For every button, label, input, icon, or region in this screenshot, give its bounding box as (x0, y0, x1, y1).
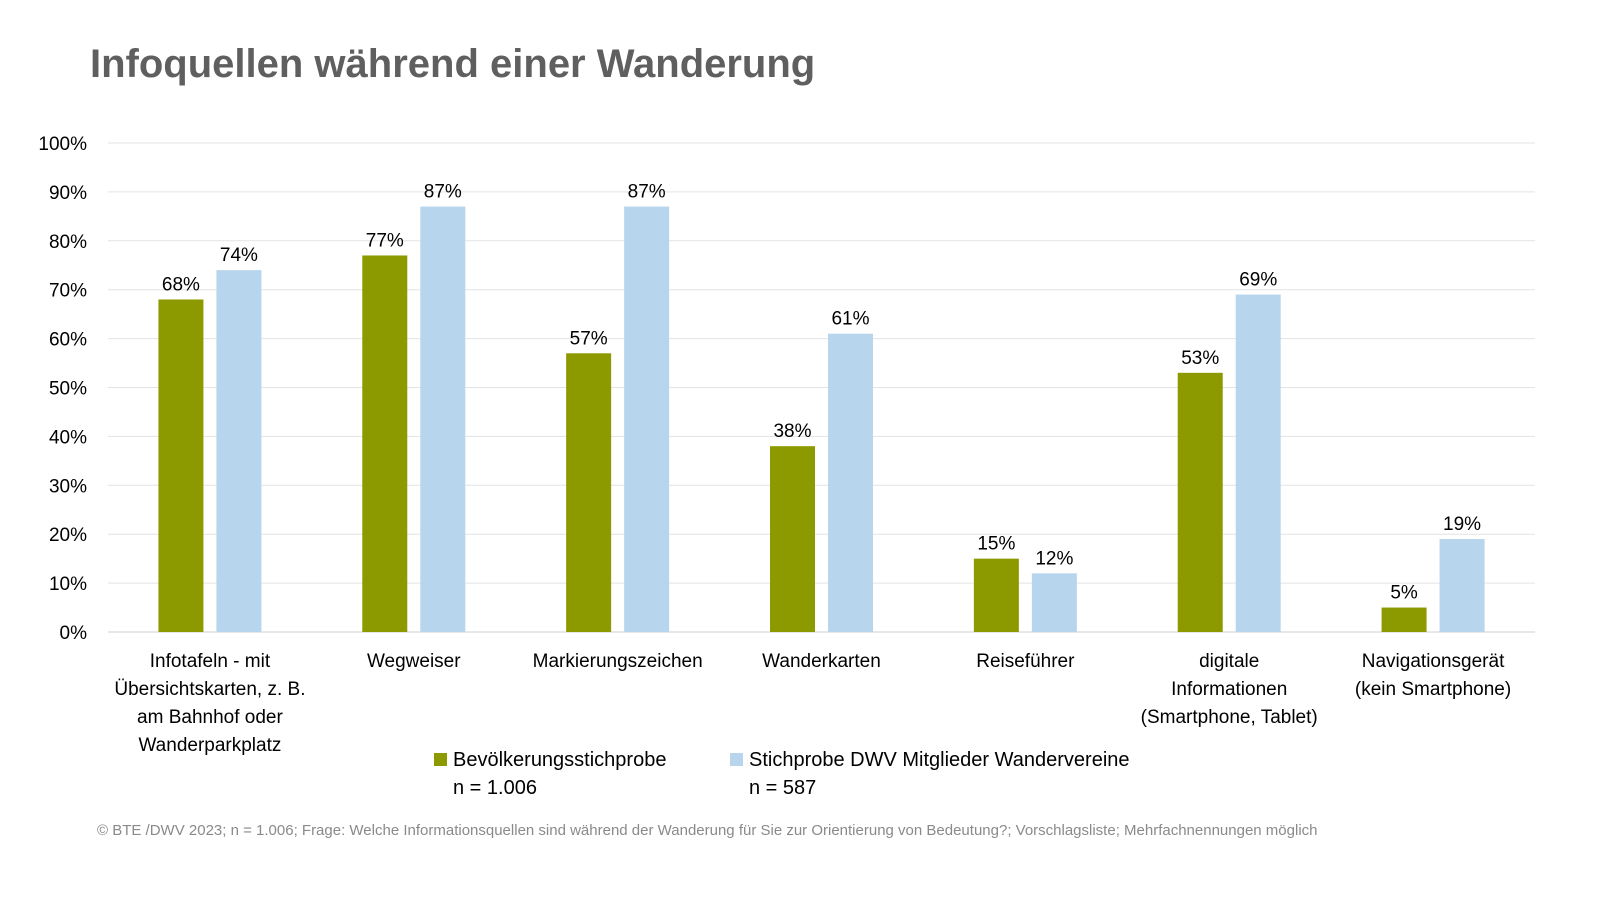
data-label: 69% (1239, 270, 1277, 291)
bar (158, 299, 204, 632)
bar (770, 446, 815, 632)
data-label: 19% (1443, 514, 1481, 535)
bar (566, 353, 612, 632)
bar (828, 333, 873, 632)
y-tick-label: 10% (49, 574, 87, 595)
data-label: 77% (366, 230, 404, 251)
legend-label: Stichprobe DWV Mitglieder Wandervereine (749, 749, 1130, 771)
data-label: 74% (220, 245, 258, 266)
y-tick-label: 50% (49, 379, 87, 400)
y-tick-label: 70% (49, 281, 87, 302)
data-label: 87% (424, 182, 462, 203)
legend-item-dwv: Stichprobe DWV Mitglieder Wandervereine … (730, 746, 1130, 802)
legend-item-population: Bevölkerungsstichprobe n = 1.006 (434, 746, 666, 802)
data-label: 57% (570, 328, 608, 349)
legend-swatch-green (434, 753, 447, 766)
y-tick-label: 30% (49, 476, 87, 497)
data-label: 12% (1035, 548, 1073, 569)
data-label: 61% (831, 309, 869, 330)
bar (1235, 294, 1281, 632)
x-category-label: Navigationsgerät (kein Smartphone) (1354, 651, 1512, 700)
bar (1381, 607, 1427, 632)
y-tick-label: 80% (49, 232, 87, 253)
y-tick-label: 40% (49, 427, 87, 448)
data-label: 53% (1181, 348, 1219, 369)
bar (973, 558, 1019, 632)
data-label: 5% (1390, 583, 1418, 604)
bar (216, 270, 262, 632)
x-category-label: Wanderkarten (762, 651, 881, 672)
y-tick-label: 100% (38, 134, 87, 155)
y-tick-label: 20% (49, 525, 87, 546)
x-category-label: Markierungszeichen (532, 651, 703, 672)
data-label: 87% (628, 182, 666, 203)
bar (1439, 539, 1485, 632)
x-category-label: Wegweiser (366, 651, 461, 672)
data-label: 68% (162, 274, 200, 295)
y-tick-label: 0% (60, 623, 88, 644)
chart-title: Infoquellen während einer Wanderung (90, 42, 816, 86)
bar (624, 206, 670, 632)
bar (362, 255, 408, 632)
x-category-label: Infotafeln - mit Übersichtskarten, z. B.… (114, 651, 306, 756)
legend-n: n = 1.006 (453, 777, 537, 799)
legend-swatch-blue (730, 753, 743, 766)
bar (1031, 573, 1077, 632)
x-category-label: digitale Informationen (Smartphone, Tabl… (1140, 651, 1318, 728)
bar (1177, 372, 1223, 632)
legend-n: n = 587 (749, 777, 817, 799)
data-label: 15% (977, 534, 1015, 555)
x-category-label: Reiseführer (976, 651, 1075, 672)
legend-label: Bevölkerungsstichprobe (453, 749, 667, 771)
data-label: 38% (773, 421, 811, 442)
bar (420, 206, 466, 632)
y-tick-label: 90% (49, 183, 87, 204)
footer-note: © BTE /DWV 2023; n = 1.006; Frage: Welch… (97, 822, 1318, 839)
y-tick-label: 60% (49, 330, 87, 351)
